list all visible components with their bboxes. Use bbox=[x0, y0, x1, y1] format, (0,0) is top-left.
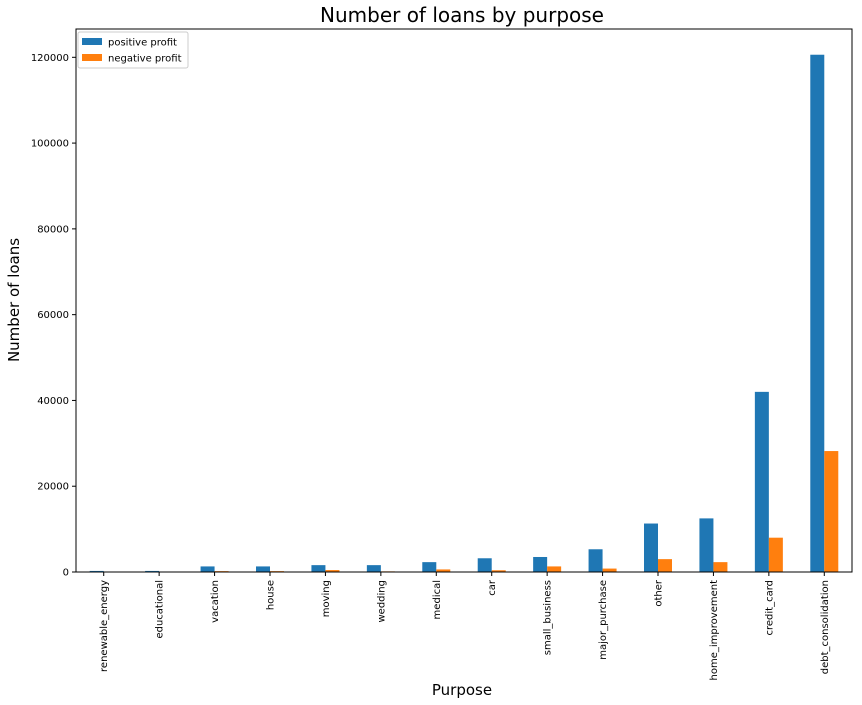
x-tick-label-other: other bbox=[654, 579, 665, 607]
bar-positive-other bbox=[644, 523, 658, 572]
x-tick-label-home_improvement: home_improvement bbox=[709, 580, 720, 681]
x-tick-label-debt_consolidation: debt_consolidation bbox=[820, 580, 831, 674]
y-tick-label: 120000 bbox=[31, 53, 69, 64]
x-tick-label-moving: moving bbox=[321, 580, 332, 617]
bar-positive-educational bbox=[145, 570, 160, 572]
bars-group bbox=[89, 54, 839, 573]
x-tick-label-major_purchase: major_purchase bbox=[598, 580, 609, 660]
y-tick-label: 20000 bbox=[37, 482, 69, 493]
bar-positive-medical bbox=[422, 562, 437, 572]
x-tick-label-wedding: wedding bbox=[376, 580, 387, 623]
y-axis-label: Number of loans bbox=[5, 238, 23, 362]
bar-negative-medical bbox=[436, 569, 451, 572]
legend-swatch-negative bbox=[82, 54, 102, 61]
legend-label-negative: negative profit bbox=[108, 54, 182, 65]
y-tick-label: 40000 bbox=[37, 396, 69, 407]
bar-negative-credit_card bbox=[768, 537, 783, 572]
x-tick-label-car: car bbox=[487, 579, 498, 596]
y-tick-label: 80000 bbox=[37, 224, 69, 235]
bar-positive-house bbox=[256, 566, 270, 572]
bar-positive-credit_card bbox=[754, 391, 769, 572]
legend: positive profit negative profit bbox=[77, 31, 189, 69]
plot-frame bbox=[75, 28, 853, 573]
x-tick-label-credit_card: credit_card bbox=[764, 580, 775, 636]
x-tick-label-medical: medical bbox=[432, 580, 443, 619]
legend-box bbox=[77, 31, 189, 69]
bar-positive-debt_consolidation bbox=[810, 54, 825, 573]
x-axis-label: Purpose bbox=[432, 681, 492, 699]
bar-negative-small_business bbox=[547, 566, 562, 572]
bar-positive-moving bbox=[311, 565, 326, 572]
bar-negative-car bbox=[491, 570, 506, 572]
bar-positive-home_improvement bbox=[699, 518, 714, 572]
legend-swatch-positive bbox=[82, 38, 102, 45]
bar-positive-vacation bbox=[200, 566, 215, 572]
chart-title: Number of loans by purpose bbox=[320, 3, 604, 27]
x-axis-ticks: renewable_energy educational vacation house… bbox=[99, 572, 831, 680]
bar-negative-major_purchase bbox=[602, 568, 617, 572]
bar-positive-car bbox=[477, 558, 492, 572]
x-tick-label-renewable_energy: renewable_energy bbox=[99, 580, 110, 672]
bar-positive-renewable_energy bbox=[89, 570, 104, 572]
bar-negative-debt_consolidation bbox=[824, 451, 839, 572]
y-tick-label: 0 bbox=[63, 568, 69, 579]
x-tick-label-small_business: small_business bbox=[543, 580, 554, 655]
y-tick-label: 60000 bbox=[37, 310, 69, 321]
bar-positive-major_purchase bbox=[588, 549, 603, 572]
legend-label-positive: positive profit bbox=[108, 38, 177, 49]
bar-positive-wedding bbox=[366, 565, 381, 572]
x-tick-label-educational: educational bbox=[155, 580, 166, 639]
x-tick-label-vacation: vacation bbox=[210, 580, 221, 623]
bar-positive-small_business bbox=[533, 556, 548, 572]
y-axis-ticks: 0 20000 40000 60000 80000 100000 120000 bbox=[31, 53, 76, 579]
bar-negative-other bbox=[658, 559, 672, 572]
x-tick-label-house: house bbox=[266, 580, 277, 610]
y-tick-label: 100000 bbox=[31, 139, 69, 150]
bar-negative-moving bbox=[325, 570, 340, 572]
bar-negative-home_improvement bbox=[713, 562, 728, 572]
